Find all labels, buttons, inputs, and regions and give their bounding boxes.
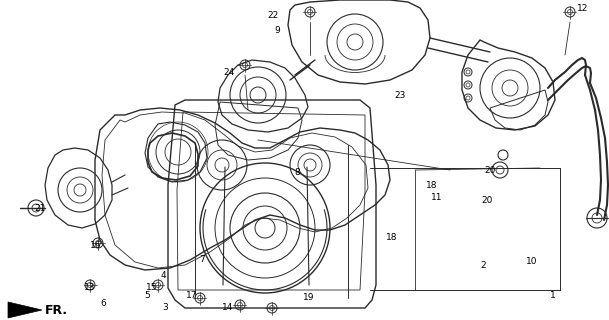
Text: 2: 2: [480, 260, 486, 269]
Text: 22: 22: [267, 11, 279, 20]
Text: 20: 20: [481, 196, 493, 204]
Text: 10: 10: [526, 258, 538, 267]
Text: 19: 19: [303, 293, 315, 302]
Text: 1: 1: [550, 291, 556, 300]
Text: 24: 24: [224, 68, 234, 76]
Text: 20: 20: [484, 165, 496, 174]
Text: FR.: FR.: [45, 304, 68, 317]
Polygon shape: [8, 302, 42, 318]
Text: 6: 6: [100, 300, 106, 308]
Text: 9: 9: [274, 26, 280, 35]
Text: 17: 17: [186, 292, 198, 300]
Text: 18: 18: [386, 233, 398, 242]
Text: 7: 7: [199, 255, 205, 265]
Text: 13: 13: [84, 284, 96, 292]
Text: 21: 21: [34, 204, 46, 212]
Text: 5: 5: [144, 292, 150, 300]
Text: 4: 4: [160, 270, 166, 279]
Text: 3: 3: [162, 302, 168, 311]
Text: 18: 18: [426, 180, 438, 189]
Text: 12: 12: [577, 4, 589, 12]
Text: 11: 11: [431, 193, 443, 202]
Text: 8: 8: [294, 167, 300, 177]
Text: 23: 23: [394, 91, 406, 100]
Text: 16: 16: [90, 241, 102, 250]
Text: 14: 14: [222, 302, 234, 311]
Text: 15: 15: [146, 284, 158, 292]
